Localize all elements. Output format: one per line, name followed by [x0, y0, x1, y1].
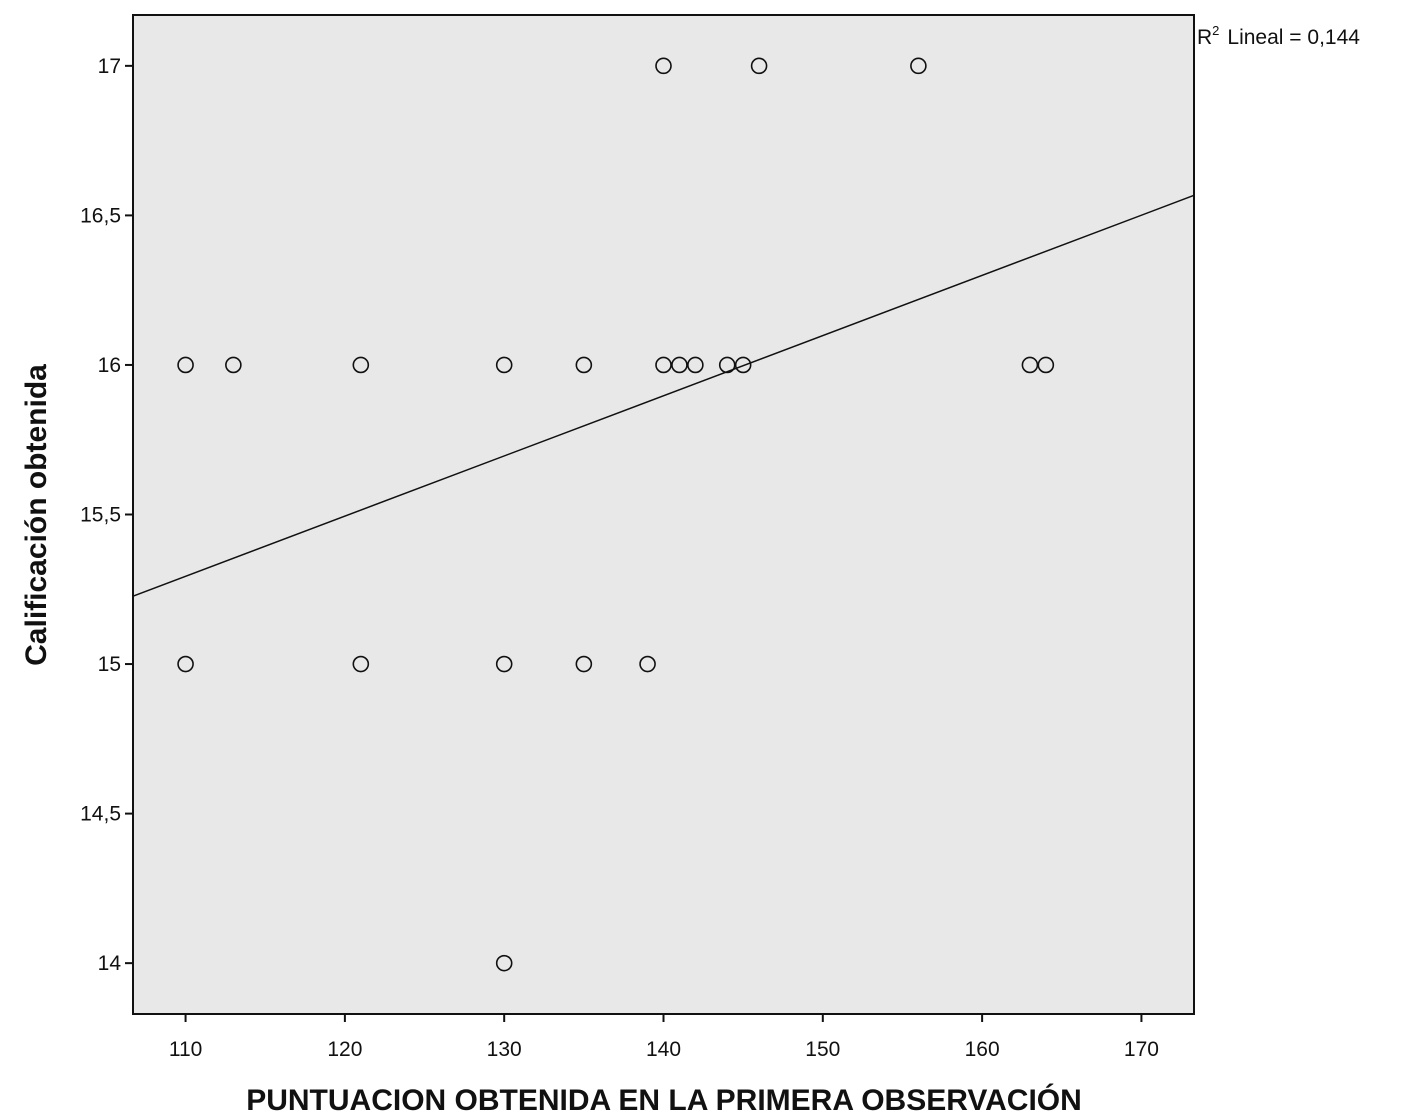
x-tick-label: 160	[965, 1038, 1000, 1061]
y-tick-label: 15	[98, 653, 121, 676]
data-point	[352, 356, 370, 374]
x-tick-label: 120	[327, 1038, 362, 1061]
data-point	[734, 356, 752, 374]
data-point	[910, 57, 927, 75]
y-tick-label: 17	[98, 55, 121, 78]
data-point	[575, 356, 593, 374]
plot-area	[132, 14, 1195, 1015]
data-point	[352, 655, 370, 673]
y-tick-label: 16,5	[80, 204, 121, 227]
x-axis-label: PUNTUACION OBTENIDA EN LA PRIMERA OBSERV…	[246, 1083, 1082, 1116]
x-tick-label: 130	[487, 1038, 522, 1061]
y-tick-label: 15,5	[80, 504, 121, 527]
y-tick-label: 14,5	[80, 803, 121, 826]
data-point	[495, 954, 513, 972]
y-tick-label: 14	[98, 952, 122, 975]
y-axis-label: Calificación obtenida	[20, 364, 53, 666]
data-point	[177, 356, 194, 374]
x-tick-label: 150	[805, 1038, 840, 1061]
data-point	[225, 356, 242, 374]
data-point	[639, 655, 656, 673]
x-tick-label: 110	[169, 1038, 202, 1061]
data-point	[575, 655, 593, 673]
r2-annotation: R2 Lineal = 0,144	[1197, 23, 1360, 49]
data-point	[750, 57, 768, 75]
data-point	[1021, 356, 1039, 374]
x-tick-label: 170	[1124, 1038, 1159, 1061]
x-tick-label: 140	[646, 1038, 681, 1061]
y-tick-label: 16	[98, 354, 121, 377]
data-point	[718, 356, 736, 374]
data-point	[671, 356, 688, 374]
data-point	[495, 655, 513, 673]
regression-line	[132, 194, 1195, 597]
data-point	[495, 356, 513, 374]
data-point	[655, 356, 672, 374]
data-point	[655, 57, 672, 75]
data-point	[1037, 356, 1055, 374]
data-point	[177, 655, 194, 673]
data-point	[687, 356, 704, 374]
